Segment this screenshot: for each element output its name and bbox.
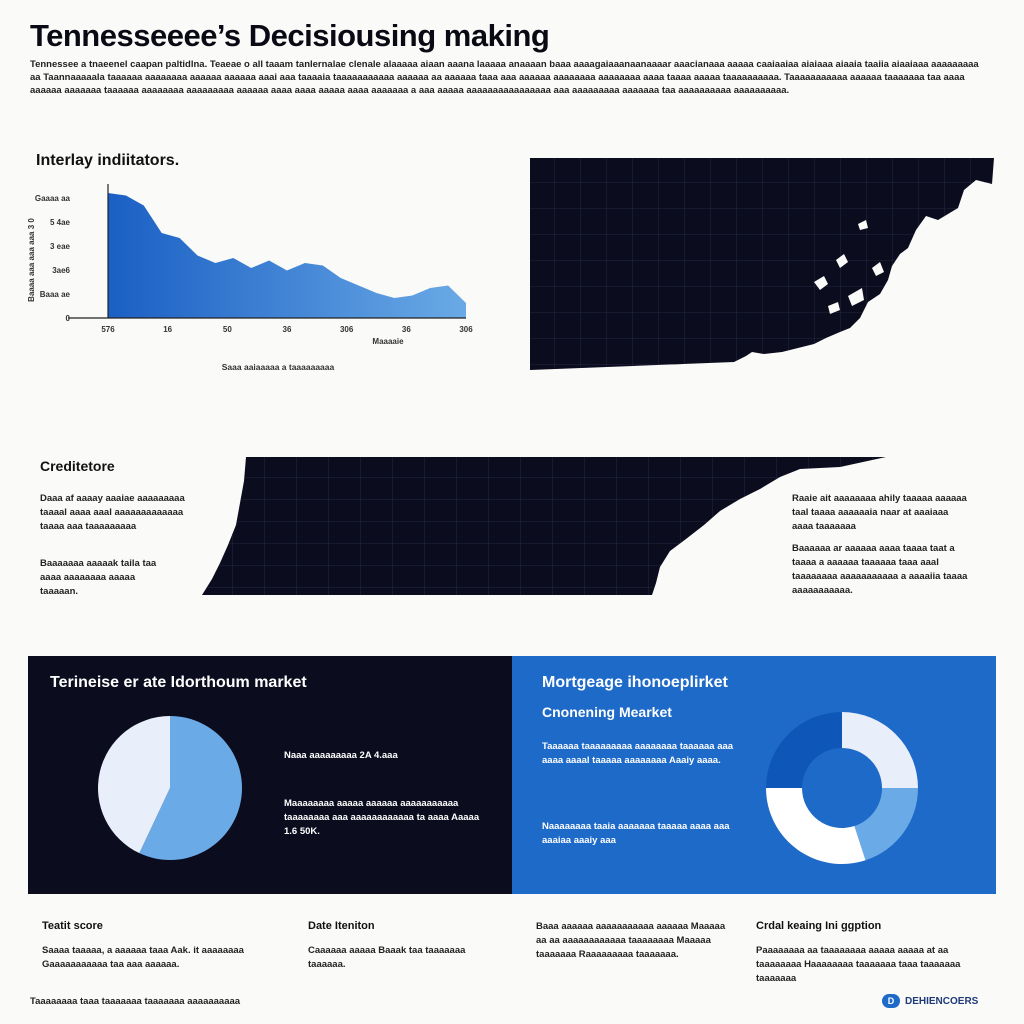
donut-segment xyxy=(766,788,866,864)
home-market-stat: Naaa aaaaaaaaa 2A 4.aaa xyxy=(284,750,398,761)
footer-text: Saaaa taaaaa, a aaaaaa taaa Aak. it aaaa… xyxy=(42,945,244,970)
area-series xyxy=(108,193,466,318)
x-tick-label: 576 xyxy=(101,325,115,334)
market-note: Baaaaaa ar aaaaaa aaaa taaaa taat a taaa… xyxy=(792,543,968,596)
y-axis-label: Baaaa aaa aaa aaa 3 0 xyxy=(27,218,36,302)
pie-slice xyxy=(98,716,170,854)
x-tick-label: 16 xyxy=(163,325,172,334)
tennessee-map-middle xyxy=(202,457,886,595)
donut-segment xyxy=(766,712,842,788)
market-note: Raaie ait aaaaaaaa ahily taaaaa aaaaaa t… xyxy=(792,493,967,532)
mortgage-market-title: Mortgeage ihonoeplirket xyxy=(542,674,728,691)
mortgage-donut-chart xyxy=(766,712,918,864)
credit-heading: Creditetore xyxy=(40,458,115,474)
tennessee-map-top xyxy=(530,158,994,370)
y-tick-label: 5 4ae xyxy=(50,218,71,227)
home-market-pie-chart xyxy=(98,716,242,860)
footer-heading: Crdal keaing Ini ggption xyxy=(756,920,882,932)
donut-segment xyxy=(854,788,918,861)
brand-logo[interactable]: D DEHIENCOERS xyxy=(882,994,978,1008)
brand-logo-icon: D xyxy=(882,994,900,1008)
mortgage-market-panel: Mortgeage ihonoeplirket Cnonening Mearke… xyxy=(512,656,996,894)
credit-note: Daaa af aaaay aaaiae aaaaaaaaa taaaal aa… xyxy=(40,493,185,532)
x-tick-label: 306 xyxy=(459,325,473,334)
pie-slice xyxy=(139,716,242,860)
chart-caption: Saaa aaiaaaaa a taaaaaaaaa xyxy=(222,362,335,372)
footer-heading: Teatit score xyxy=(42,920,103,932)
donut-segment xyxy=(842,712,918,788)
page-title: Tennesseeee’s Decisiousing making xyxy=(30,18,550,53)
footer-text: Paaaaaaaa aa taaaaaaaa aaaaa aaaaa at aa… xyxy=(756,945,961,984)
footer-heading: Date Iteniton xyxy=(308,920,375,932)
indicators-area-chart: Gaaaa aa 5 4ae 3 eae 3ae6 Baaa ae 0 576 16 50 36 3… xyxy=(27,184,473,372)
x-tick-label: 36 xyxy=(402,325,411,334)
indicators-heading: Interlay indiitators. xyxy=(36,152,180,169)
brand-name: DEHIENCOERS xyxy=(905,995,979,1007)
y-tick-label: Gaaaa aa xyxy=(35,194,71,203)
home-market-panel: Terineise er ate Idorthoum market Naaa a… xyxy=(28,656,512,894)
x-axis-label: Maaaaie xyxy=(372,337,404,346)
x-tick-label: 306 xyxy=(340,325,354,334)
x-tick-label: 50 xyxy=(223,325,232,334)
credit-note: Baaaaaaa aaaaak taila taa aaaa aaaaaaaa … xyxy=(40,558,157,597)
home-market-stat: Maaaaaaaa aaaaa aaaaaa aaaaaaaaaaa taaaa… xyxy=(284,798,480,837)
y-tick-label: 3ae6 xyxy=(52,266,70,275)
y-tick-label: 3 eae xyxy=(50,242,71,251)
footer-text: Caaaaaa aaaaa Baaak taa taaaaaaa taaaaaa… xyxy=(308,945,466,970)
mortgage-market-subtitle: Cnonening Mearket xyxy=(542,704,672,720)
mortgage-market-text: Taaaaaa taaaaaaaaa aaaaaaaa taaaaaa aaa … xyxy=(542,741,734,766)
footer-note: Taaaaaaaa taaa taaaaaaa taaaaaaa aaaaaaa… xyxy=(30,996,241,1007)
mortgage-market-text: Naaaaaaaa taaia aaaaaaa taaaaa aaaa aaa … xyxy=(542,821,730,846)
x-tick-label: 36 xyxy=(283,325,292,334)
y-tick-label: 0 xyxy=(66,314,71,323)
footer-text: Baaa aaaaaa aaaaaaaaaaa aaaaaa Maaaaa aa… xyxy=(536,921,726,960)
y-tick-label: Baaa ae xyxy=(40,290,71,299)
intro-paragraph: Tennessee a tnaeenel caapan paltidlna. T… xyxy=(30,59,979,96)
home-market-title: Terineise er ate Idorthoum market xyxy=(50,674,307,691)
